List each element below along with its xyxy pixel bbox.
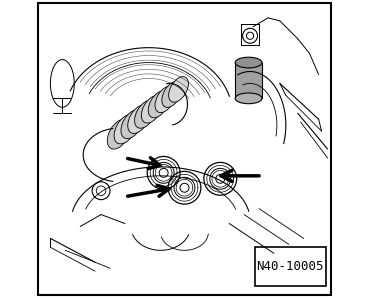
Ellipse shape bbox=[114, 114, 137, 144]
Ellipse shape bbox=[128, 105, 150, 134]
Ellipse shape bbox=[235, 93, 262, 104]
Ellipse shape bbox=[121, 110, 144, 139]
Ellipse shape bbox=[107, 119, 131, 149]
Text: N40-10005: N40-10005 bbox=[256, 260, 324, 273]
Bar bbox=[235, 63, 262, 98]
Ellipse shape bbox=[162, 81, 182, 107]
Ellipse shape bbox=[141, 96, 163, 123]
Ellipse shape bbox=[235, 57, 262, 68]
Ellipse shape bbox=[148, 91, 169, 118]
Ellipse shape bbox=[155, 86, 176, 113]
Ellipse shape bbox=[135, 100, 156, 128]
Ellipse shape bbox=[169, 77, 189, 102]
Bar bbox=[255, 247, 326, 286]
